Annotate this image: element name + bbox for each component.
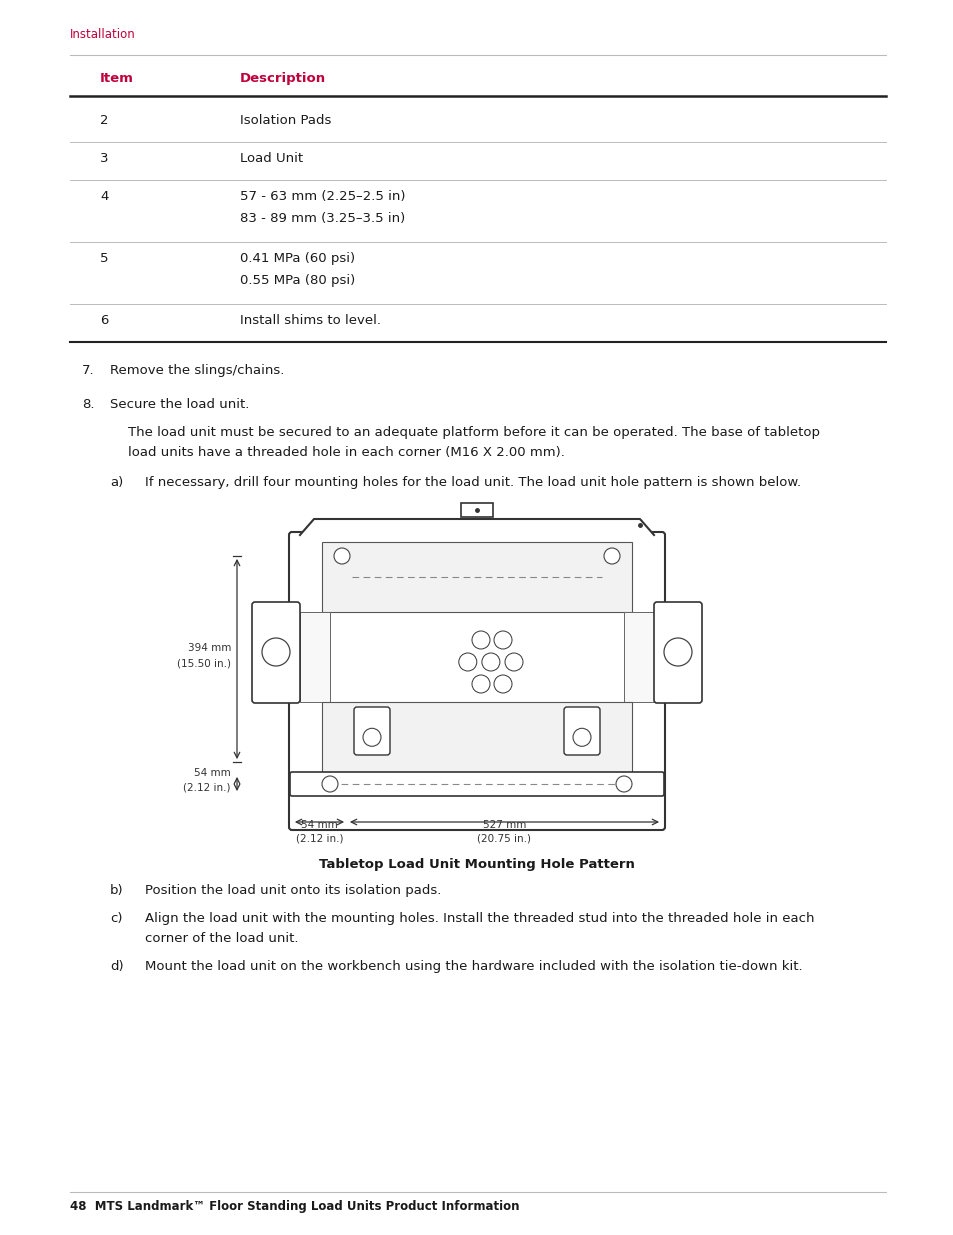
Text: (2.12 in.): (2.12 in.) bbox=[183, 783, 231, 793]
Bar bbox=[623, 613, 654, 701]
Text: 5: 5 bbox=[100, 252, 109, 266]
Text: 0.41 MPa (60 psi): 0.41 MPa (60 psi) bbox=[240, 252, 355, 266]
Text: Position the load unit onto its isolation pads.: Position the load unit onto its isolatio… bbox=[145, 884, 441, 897]
Text: Installation: Installation bbox=[70, 28, 135, 41]
Text: (2.12 in.): (2.12 in.) bbox=[295, 834, 343, 844]
Text: (20.75 in.): (20.75 in.) bbox=[477, 834, 531, 844]
Text: 8.: 8. bbox=[82, 398, 94, 411]
Circle shape bbox=[472, 676, 490, 693]
Circle shape bbox=[322, 776, 337, 792]
Bar bbox=[460, 503, 493, 517]
FancyBboxPatch shape bbox=[252, 601, 299, 703]
Text: 4: 4 bbox=[100, 190, 109, 203]
Text: Description: Description bbox=[240, 72, 326, 85]
Circle shape bbox=[363, 729, 380, 746]
Text: Install shims to level.: Install shims to level. bbox=[240, 314, 380, 327]
Circle shape bbox=[494, 676, 512, 693]
Text: 394 mm: 394 mm bbox=[188, 643, 231, 653]
FancyBboxPatch shape bbox=[290, 772, 663, 797]
Circle shape bbox=[481, 653, 499, 671]
Text: Load Unit: Load Unit bbox=[240, 152, 303, 165]
Text: The load unit must be secured to an adequate platform before it can be operated.: The load unit must be secured to an adeq… bbox=[128, 426, 820, 438]
Text: 7.: 7. bbox=[82, 364, 94, 377]
Text: b): b) bbox=[110, 884, 124, 897]
Text: 57 - 63 mm (2.25–2.5 in): 57 - 63 mm (2.25–2.5 in) bbox=[240, 190, 405, 203]
Text: 6: 6 bbox=[100, 314, 109, 327]
Circle shape bbox=[262, 638, 290, 666]
Circle shape bbox=[504, 653, 522, 671]
Text: 3: 3 bbox=[100, 152, 109, 165]
Text: a): a) bbox=[110, 475, 123, 489]
Text: Tabletop Load Unit Mounting Hole Pattern: Tabletop Load Unit Mounting Hole Pattern bbox=[318, 858, 635, 871]
Bar bbox=[299, 613, 330, 701]
Text: corner of the load unit.: corner of the load unit. bbox=[145, 932, 298, 945]
Text: Remove the slings/chains.: Remove the slings/chains. bbox=[110, 364, 284, 377]
Text: Secure the load unit.: Secure the load unit. bbox=[110, 398, 249, 411]
Circle shape bbox=[616, 776, 631, 792]
Text: 2: 2 bbox=[100, 114, 109, 127]
Text: load units have a threaded hole in each corner (M16 X 2.00 mm).: load units have a threaded hole in each … bbox=[128, 446, 564, 459]
FancyBboxPatch shape bbox=[654, 601, 701, 703]
Text: 48  MTS Landmark™ Floor Standing Load Units Product Information: 48 MTS Landmark™ Floor Standing Load Uni… bbox=[70, 1200, 519, 1213]
Circle shape bbox=[458, 653, 476, 671]
Text: 54 mm: 54 mm bbox=[301, 820, 337, 830]
Circle shape bbox=[663, 638, 691, 666]
Circle shape bbox=[573, 729, 590, 746]
Text: Mount the load unit on the workbench using the hardware included with the isolat: Mount the load unit on the workbench usi… bbox=[145, 960, 801, 973]
Text: Item: Item bbox=[100, 72, 133, 85]
Text: (15.50 in.): (15.50 in.) bbox=[177, 659, 231, 669]
Polygon shape bbox=[299, 519, 654, 535]
FancyBboxPatch shape bbox=[354, 706, 390, 755]
Bar bbox=[322, 542, 631, 613]
FancyBboxPatch shape bbox=[289, 532, 664, 830]
Text: Isolation Pads: Isolation Pads bbox=[240, 114, 331, 127]
Text: 83 - 89 mm (3.25–3.5 in): 83 - 89 mm (3.25–3.5 in) bbox=[240, 212, 405, 225]
Text: c): c) bbox=[110, 911, 122, 925]
Text: 0.55 MPa (80 psi): 0.55 MPa (80 psi) bbox=[240, 274, 355, 287]
Text: d): d) bbox=[110, 960, 124, 973]
Circle shape bbox=[334, 548, 350, 564]
Circle shape bbox=[494, 631, 512, 650]
Text: If necessary, drill four mounting holes for the load unit. The load unit hole pa: If necessary, drill four mounting holes … bbox=[145, 475, 801, 489]
Text: 54 mm: 54 mm bbox=[194, 768, 231, 778]
Text: Align the load unit with the mounting holes. Install the threaded stud into the : Align the load unit with the mounting ho… bbox=[145, 911, 814, 925]
Bar bbox=[322, 701, 631, 772]
Circle shape bbox=[603, 548, 619, 564]
Circle shape bbox=[472, 631, 490, 650]
Text: 527 mm: 527 mm bbox=[482, 820, 526, 830]
FancyBboxPatch shape bbox=[563, 706, 599, 755]
